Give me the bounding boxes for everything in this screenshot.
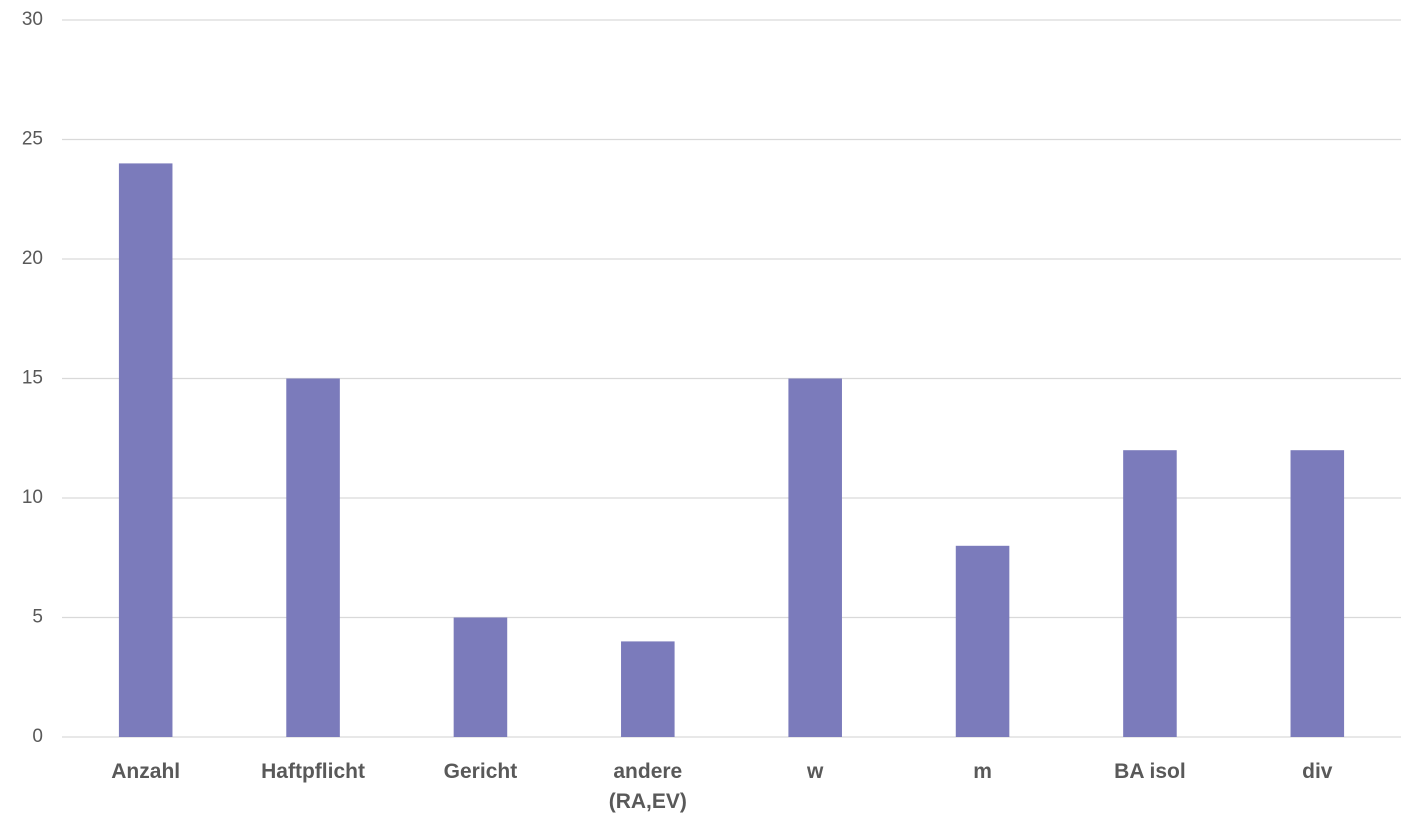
- bar: [1290, 450, 1345, 737]
- bar: [453, 617, 508, 737]
- x-tick-label: div: [1302, 760, 1333, 783]
- y-tick-label: 20: [22, 248, 43, 269]
- x-tick-label: BA isol: [1114, 760, 1186, 783]
- bar: [621, 641, 675, 737]
- y-tick-label: 15: [22, 368, 43, 389]
- y-tick-label: 25: [22, 129, 43, 150]
- x-tick-label: andere (RA,EV): [608, 760, 687, 813]
- y-tick-label: 30: [22, 9, 43, 30]
- x-tick-label: Gericht: [443, 760, 518, 783]
- y-tick-label: 5: [32, 607, 43, 628]
- y-tick-label: 10: [22, 487, 43, 508]
- bar: [1123, 450, 1177, 737]
- x-tick-label: w: [807, 760, 824, 783]
- x-tick-label: Anzahl: [111, 760, 181, 783]
- x-tick-label: m: [973, 760, 992, 783]
- bar: [286, 378, 340, 737]
- bar: [788, 378, 842, 737]
- x-tick-label: Haftpflicht: [261, 760, 365, 783]
- y-tick-label: 0: [32, 726, 43, 747]
- bar: [955, 545, 1010, 737]
- bar: [118, 163, 173, 737]
